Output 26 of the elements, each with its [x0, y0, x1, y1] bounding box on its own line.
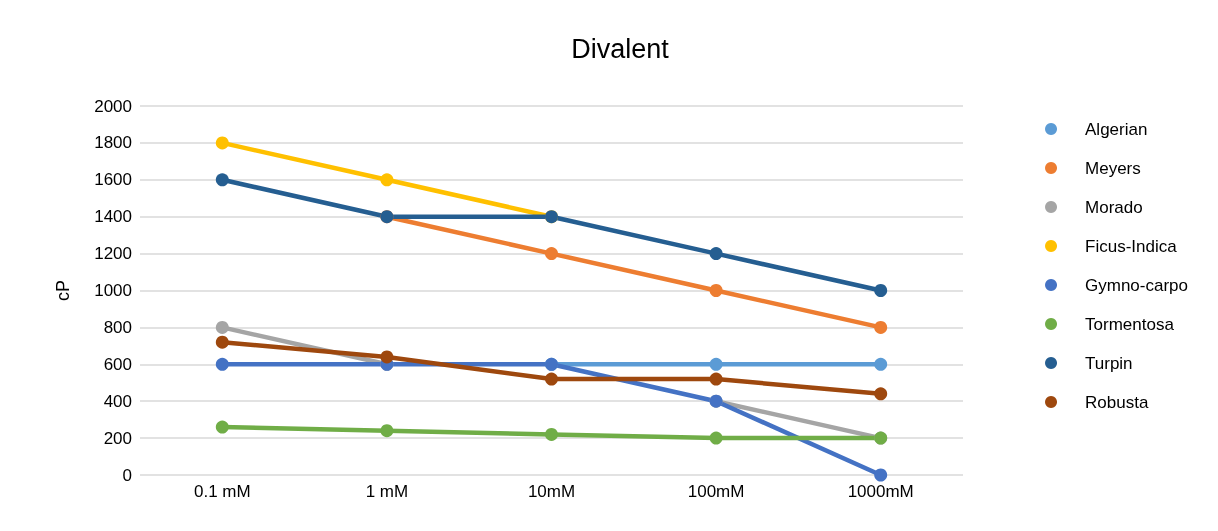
legend-label: Algerian — [1085, 119, 1148, 139]
x-tick-label: 0.1 mM — [193, 482, 251, 501]
y-tick-label: 1800 — [94, 133, 132, 153]
y-tick-label: 600 — [103, 354, 132, 374]
legend-label: Gymno-carpo — [1085, 275, 1188, 295]
y-tick-label: 1000 — [94, 281, 132, 300]
legend-label: Tormentosa — [1085, 314, 1175, 334]
x-tick-label: 100mM — [687, 482, 745, 501]
legend-label: Ficus-Indica — [1085, 236, 1178, 256]
legend-label: Morado — [1085, 197, 1143, 217]
x-tick-label: 1000mM — [847, 482, 914, 501]
y-tick-label: 200 — [103, 428, 132, 448]
y-tick-label: 2000 — [94, 96, 132, 116]
legend-label: Meyers — [1085, 158, 1141, 178]
legend-label: Robusta — [1085, 392, 1149, 412]
y-tick-label: 1400 — [94, 207, 132, 227]
legend-label: Turpin — [1085, 353, 1133, 373]
y-axis-title: cP — [53, 279, 73, 302]
x-tick-label: 10mM — [527, 482, 576, 501]
x-tick-label: 1 mM — [365, 482, 409, 501]
y-tick-label: 0 — [122, 465, 132, 485]
y-tick-label: 400 — [103, 391, 132, 411]
y-tick-label: 1200 — [94, 244, 132, 264]
chart-title: Divalent — [571, 33, 670, 64]
y-tick-label: 1600 — [94, 170, 132, 190]
y-tick-label: 800 — [103, 317, 132, 337]
